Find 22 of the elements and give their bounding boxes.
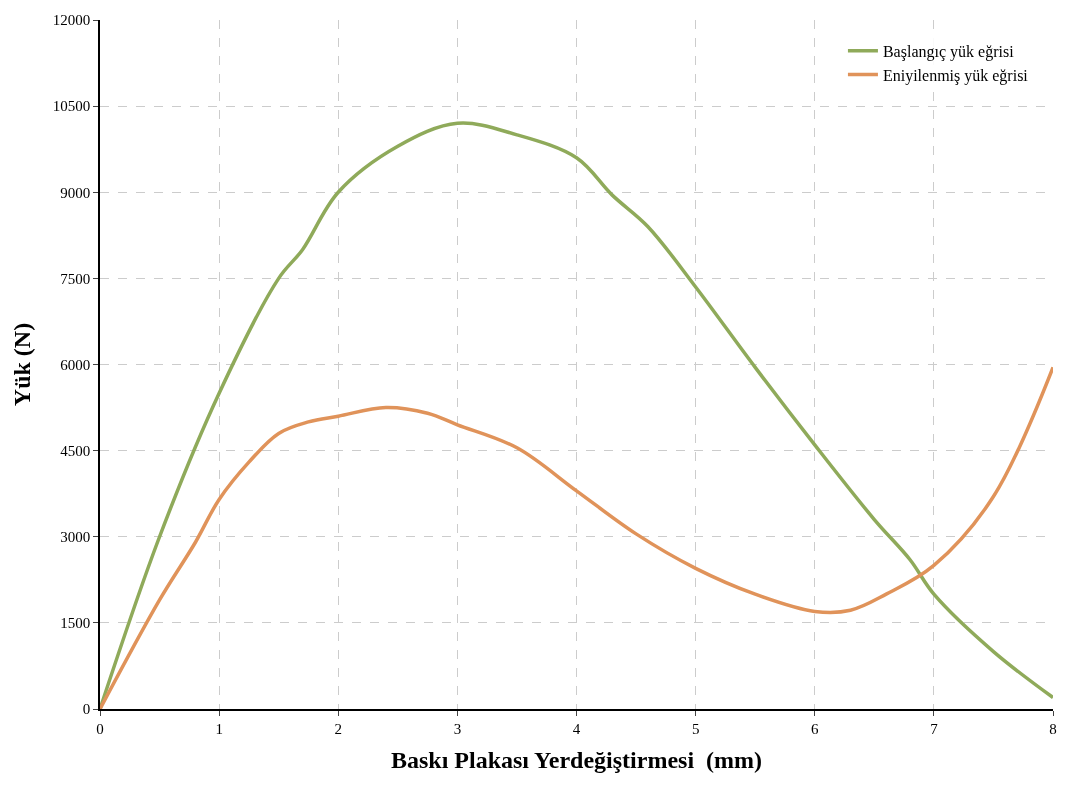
y-tick-label: 3000 xyxy=(60,529,91,545)
x-tick-label: 6 xyxy=(811,720,819,737)
x-axis-title: Baskı Plakası Yerdeğiştirmesi (mm) xyxy=(390,746,763,773)
x-tick-label: 4 xyxy=(572,720,581,737)
x-tick-label: 7 xyxy=(930,720,939,737)
y-tick-label: 9000 xyxy=(60,184,91,201)
x-tick-label: 2 xyxy=(334,720,342,737)
x-tick-label: 3 xyxy=(453,720,462,737)
x-tick-label: 0 xyxy=(96,720,104,737)
y-tick-label: 4500 xyxy=(60,442,91,459)
legend-label: Eniyilenmiş yük eğrisi xyxy=(882,66,1029,85)
y-tick-label: 10500 xyxy=(52,98,91,115)
x-tick-label: 1 xyxy=(215,720,223,737)
x-tick-label: 5 xyxy=(691,720,700,737)
y-tick-label: 1500 xyxy=(60,615,91,632)
y-tick-label: 6000 xyxy=(60,356,91,373)
y-axis-title: Yük (N) xyxy=(9,322,36,407)
y-tick-label: 12000 xyxy=(52,12,91,29)
x-tick-label: 8 xyxy=(1049,720,1057,737)
legend-label: Başlangıç yük eğrisi xyxy=(882,42,1015,61)
y-tick-label: 0 xyxy=(82,701,91,718)
y-tick-label: 7500 xyxy=(60,270,91,287)
